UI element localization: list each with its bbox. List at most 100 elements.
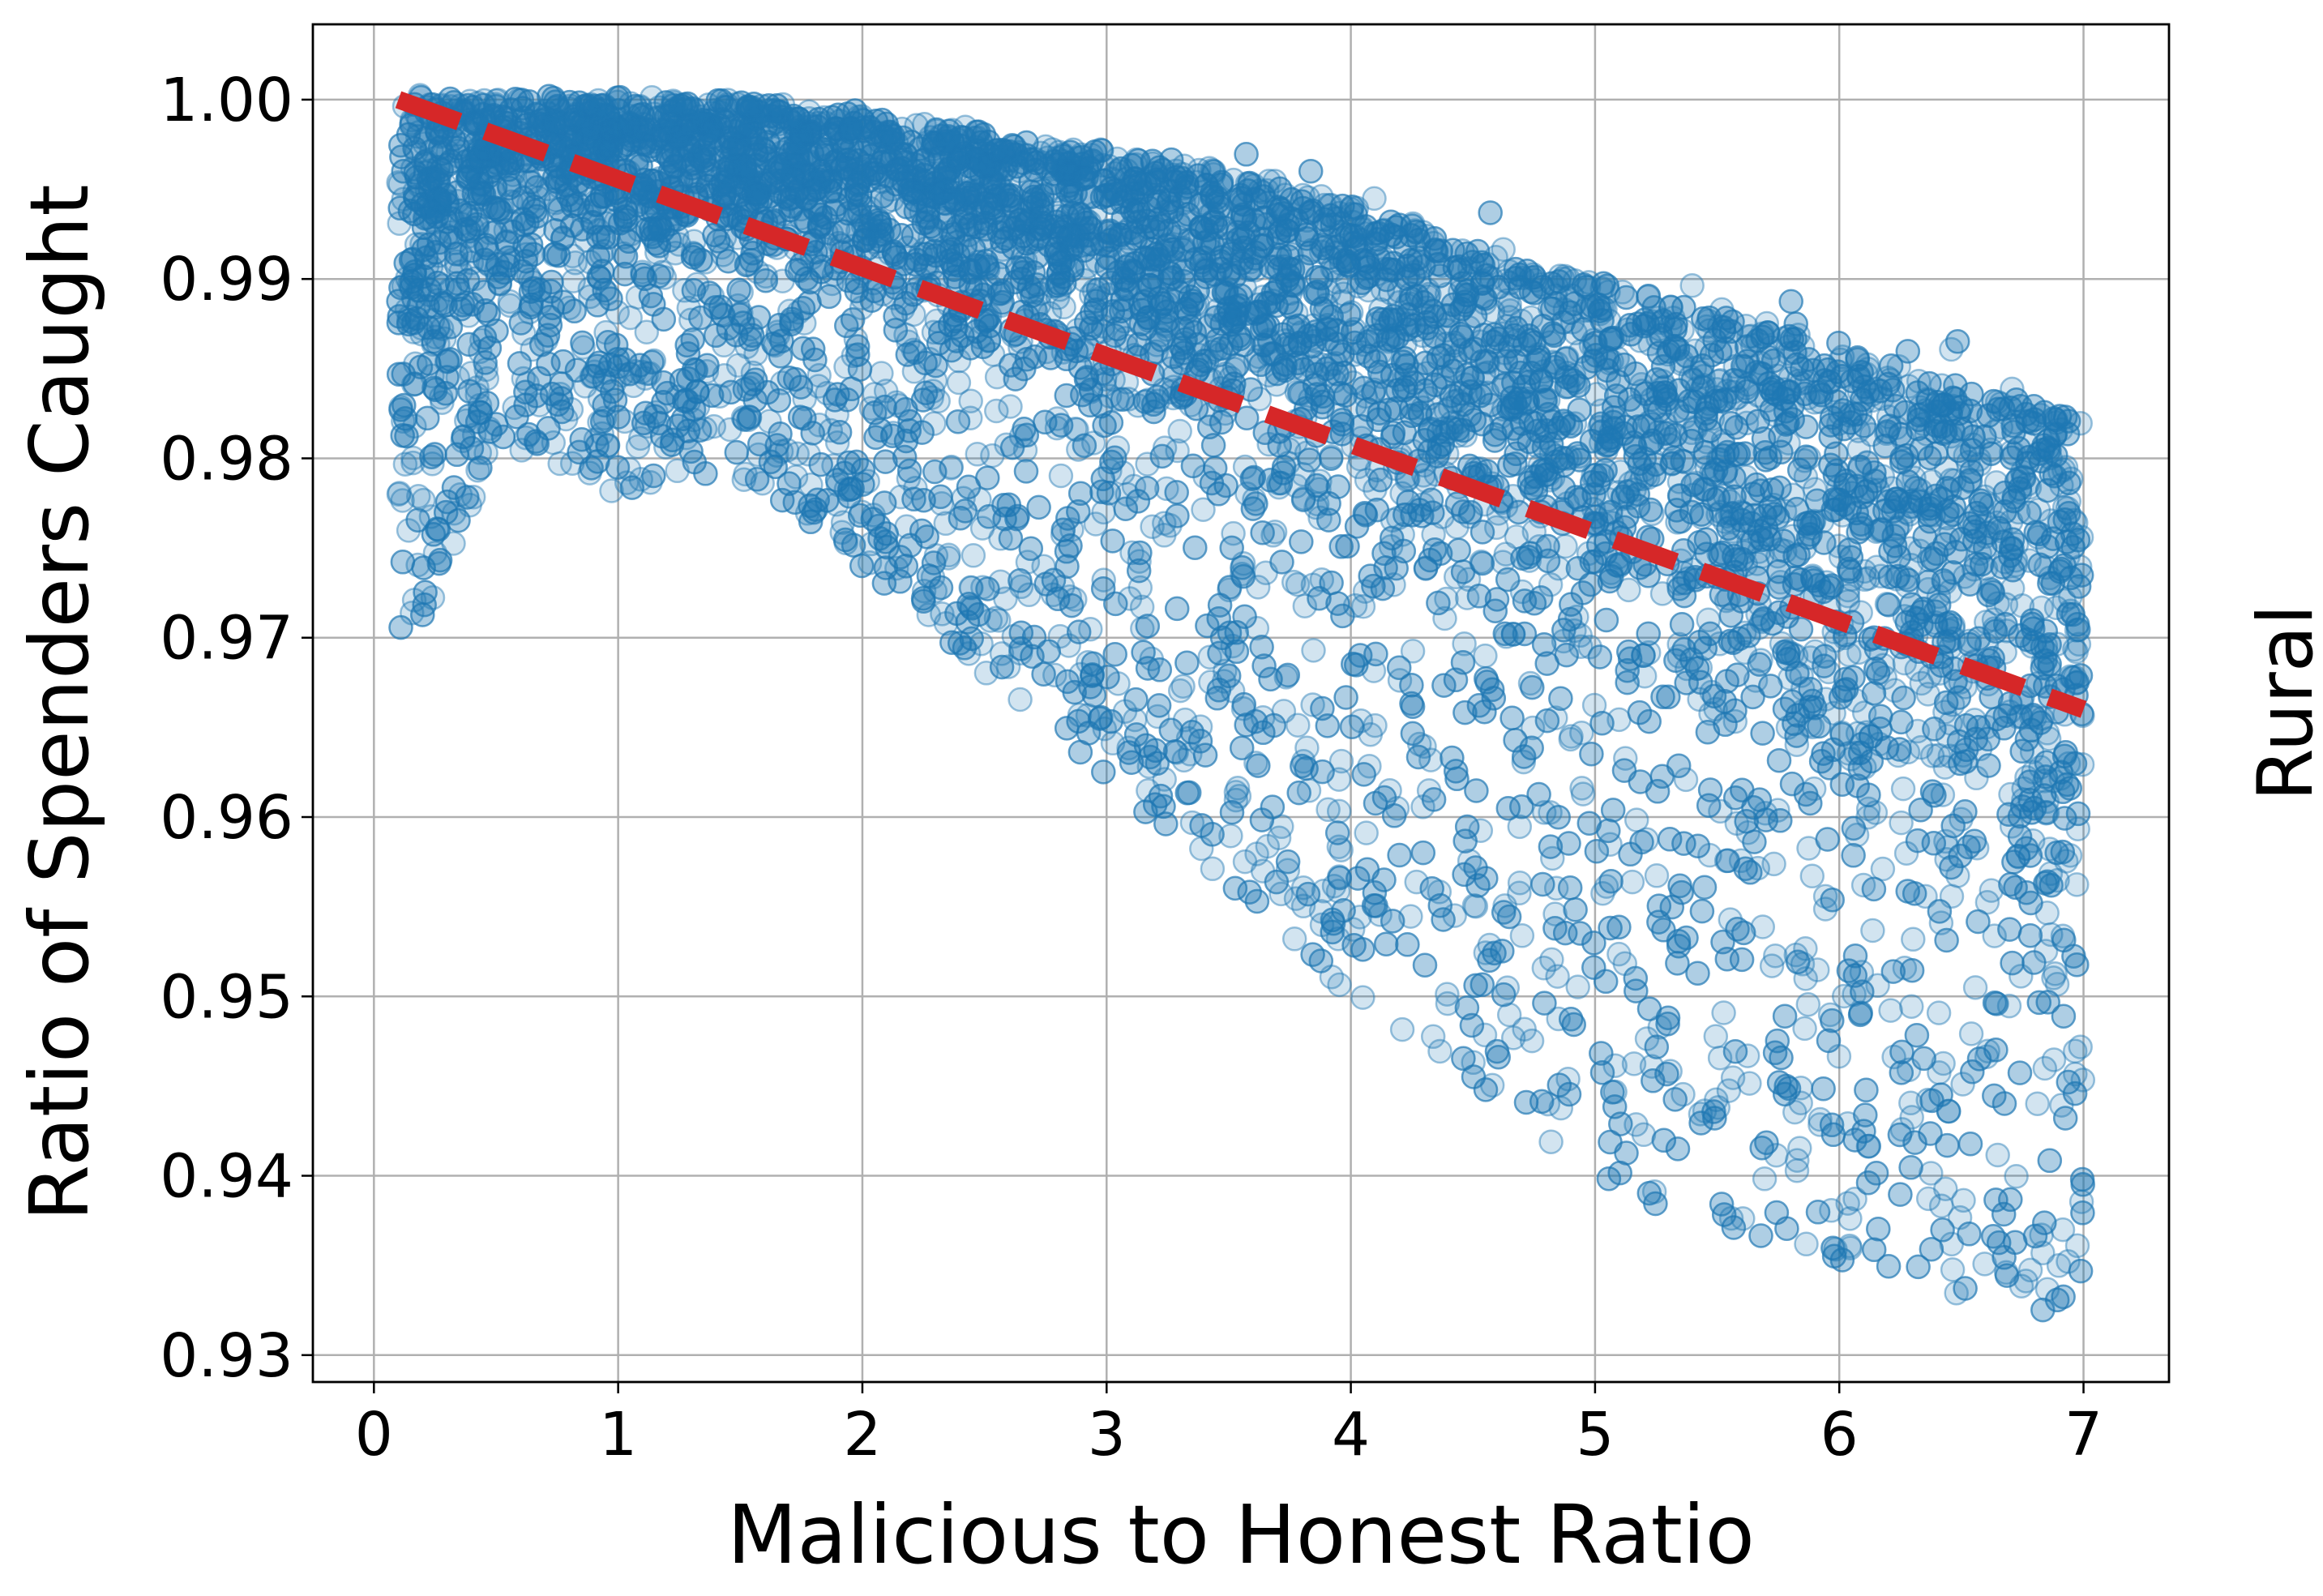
scatter-point [589,183,614,209]
scatter-point [1933,1176,1958,1201]
scatter-point [1714,503,1739,529]
scatter-point [1105,435,1131,460]
scatter-point [1040,273,1066,299]
scatter-point [1882,494,1908,520]
scatter-point [912,111,937,137]
scatter-point [873,130,899,155]
scatter-point [946,146,972,171]
scatter-point [960,182,986,208]
scatter-point [394,297,420,323]
scatter-point [1930,782,1956,807]
scatter-point [581,122,606,148]
scatter-point [664,223,690,249]
scatter-point [400,372,426,397]
scatter-point [1435,982,1460,1007]
scatter-point [1096,153,1122,179]
scatter-point [1315,313,1341,338]
scatter-point [1213,658,1238,684]
scatter-point [524,162,550,188]
scatter-point [1381,572,1406,597]
scatter-point [1632,457,1657,483]
scatter-point [1007,640,1033,666]
scatter-point [811,105,837,131]
scatter-point [472,88,497,113]
scatter-point [647,95,672,121]
scatter-point [1308,899,1334,924]
scatter-point [1468,329,1493,354]
scatter-point [1319,235,1345,261]
scatter-point [1045,406,1070,431]
scatter-point [1395,263,1421,289]
scatter-point [2064,872,2090,897]
scatter-point [2002,409,2028,435]
scatter-point [1479,1072,1505,1098]
scatter-point [409,321,434,347]
scatter-point [642,169,667,194]
scatter-point [388,395,413,420]
scatter-point [710,179,736,205]
scatter-point [1957,628,1983,654]
scatter-point [1020,148,1046,173]
scatter-point [954,216,980,242]
scatter-point [833,530,858,556]
scatter-point [936,209,961,234]
scatter-point [1671,1081,1696,1107]
scatter-point [1433,318,1459,343]
scatter-point [1217,577,1242,603]
scatter-point [1475,360,1500,386]
scatter-point [921,319,947,345]
scatter-point [1326,798,1352,824]
scatter-point [533,327,559,353]
scatter-point [1531,955,1557,981]
scatter-point [1289,320,1314,345]
scatter-point [1494,624,1519,649]
scatter-point [423,324,448,350]
scatter-point [1365,310,1390,336]
scatter-point [2056,1249,2081,1274]
scatter-point [924,118,949,143]
scatter-point [1322,368,1347,394]
scatter-point [1551,628,1576,654]
scatter-point [1111,188,1137,214]
scatter-point [847,202,873,227]
scatter-point [922,139,947,165]
grid-lines [313,24,2169,1382]
scatter-point [419,139,444,164]
scatter-point [524,109,550,135]
scatter-point [1403,259,1428,285]
scatter-point [1012,208,1037,233]
scatter-point [593,211,618,237]
scatter-point [1349,233,1374,259]
scatter-point [493,217,519,243]
scatter-point [406,484,431,509]
scatter-point [1268,215,1294,241]
scatter-point [1934,505,1960,531]
scatter-point [862,218,888,243]
scatter-point [914,209,940,235]
scatter-point [1018,206,1044,232]
scatter-point [1007,335,1033,360]
scatter-point [1555,374,1581,399]
scatter-point [1050,522,1076,547]
scatter-point [1164,740,1189,765]
scatter-point [825,472,851,498]
scatter-point [1792,1016,1817,1042]
scatter-point [1497,291,1522,317]
scatter-point [1598,419,1624,444]
scatter-point [473,440,498,466]
scatter-point [443,249,469,274]
scatter-point [1073,185,1099,210]
scatter-point [1152,377,1177,402]
scatter-point [877,241,902,266]
scatter-point [1071,216,1096,242]
scatter-point [713,169,739,195]
scatter-point [892,141,918,167]
scatter-point [1350,985,1375,1010]
scatter-point [2034,640,2059,665]
scatter-point [1524,472,1549,498]
scatter-point [1092,716,1118,742]
scatter-point [1468,456,1493,481]
scatter-point [1527,452,1553,478]
scatter-point [1048,463,1074,489]
scatter-point [827,120,852,146]
